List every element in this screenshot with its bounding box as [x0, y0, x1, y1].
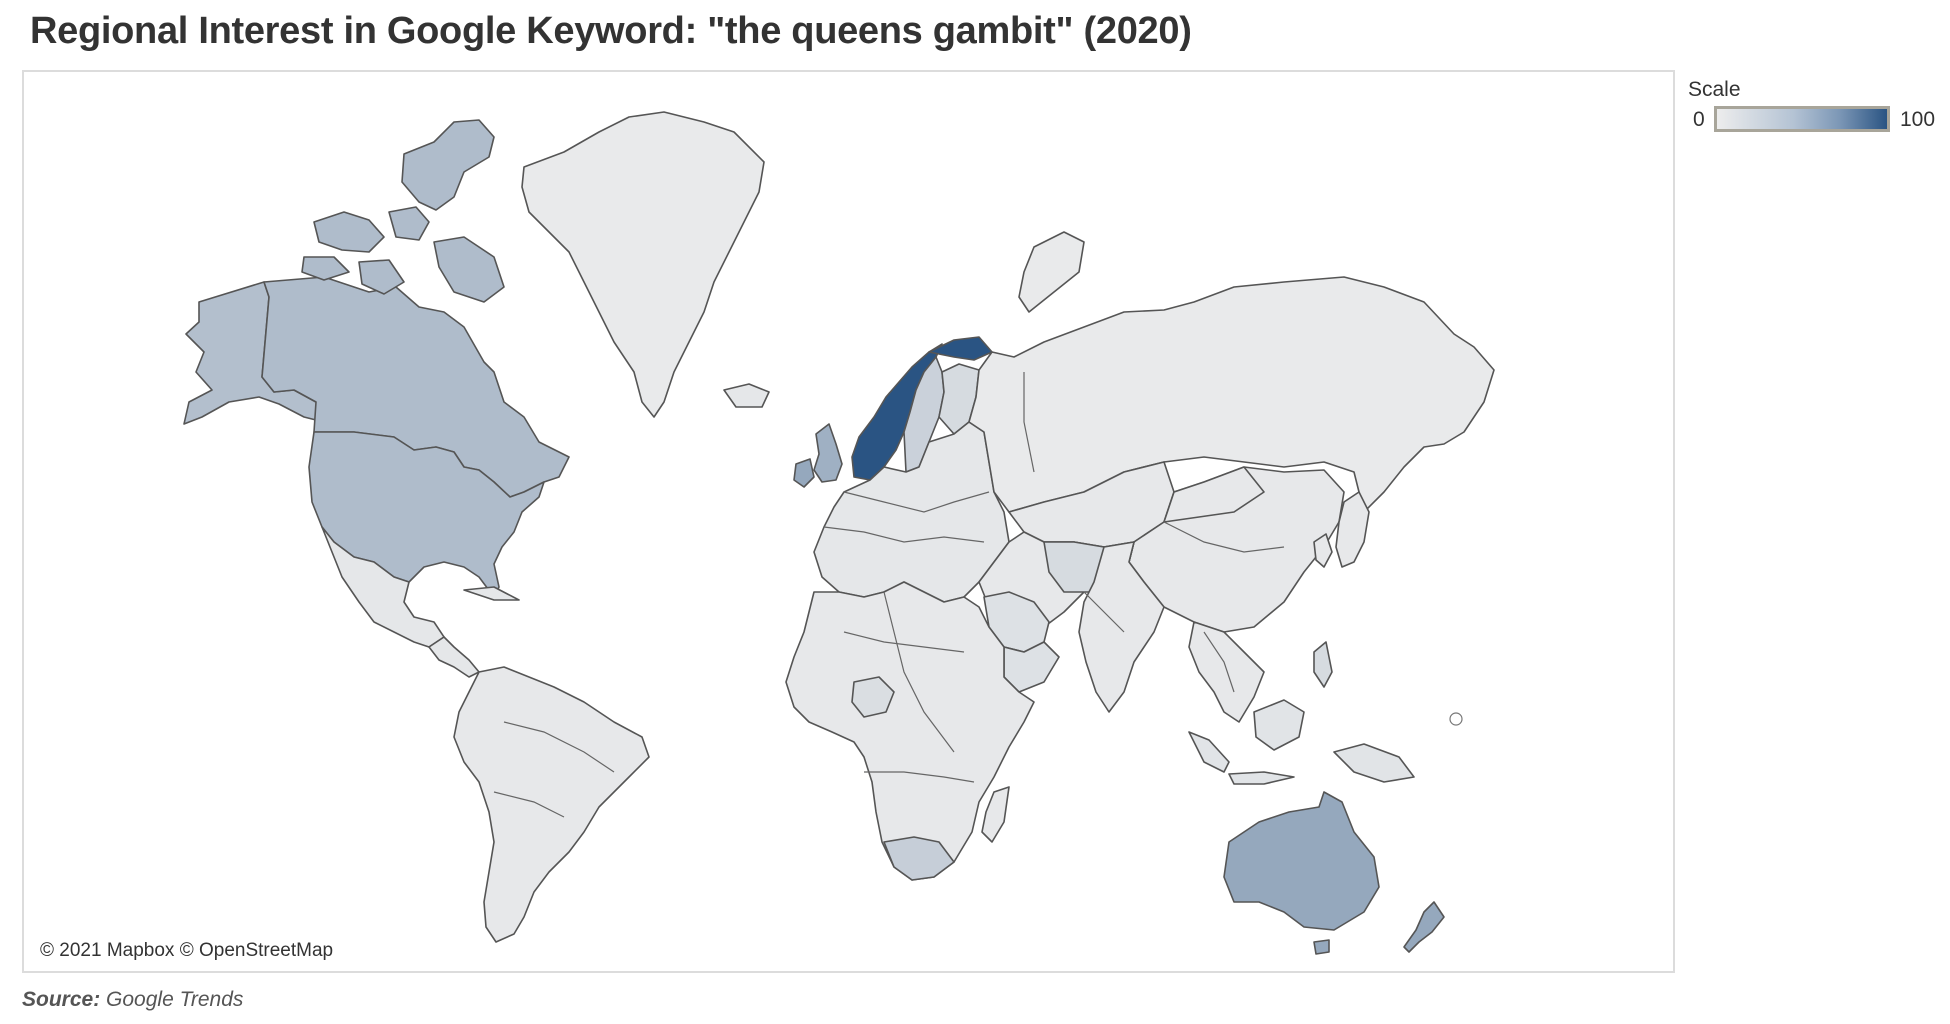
map-frame[interactable]: © 2021 Mapbox © OpenStreetMap — [22, 70, 1675, 973]
region-canadaArctic4[interactable] — [301, 256, 350, 281]
region-russiaIsle[interactable] — [1018, 231, 1085, 313]
region-ireland[interactable] — [793, 458, 815, 488]
region-mexico[interactable] — [321, 526, 445, 648]
border-line — [864, 771, 975, 783]
map-regions — [183, 111, 1495, 955]
border-line — [1023, 372, 1035, 473]
border-line — [493, 791, 565, 818]
region-africa[interactable] — [785, 581, 1035, 881]
region-uk[interactable] — [813, 423, 843, 483]
border-line — [843, 491, 990, 513]
region-india[interactable] — [1078, 541, 1165, 713]
region-japan[interactable] — [1335, 491, 1370, 568]
border-line — [843, 631, 965, 653]
border-line — [503, 721, 615, 773]
region-canadaArctic2[interactable] — [313, 211, 385, 253]
page-title: Regional Interest in Google Keyword: "th… — [30, 10, 1192, 52]
region-seAsia[interactable] — [1188, 621, 1265, 723]
region-australia[interactable] — [1223, 791, 1380, 931]
source-text: Google Trends — [106, 988, 244, 1011]
region-newGuinea[interactable] — [1333, 743, 1415, 783]
region-philippines[interactable] — [1313, 641, 1333, 688]
region-newzealand[interactable] — [1403, 901, 1445, 953]
region-nigeria[interactable] — [851, 676, 895, 718]
legend-title: Scale — [1688, 78, 1741, 101]
map-attribution[interactable]: © 2021 Mapbox © OpenStreetMap — [32, 937, 342, 965]
region-canadaArctic1[interactable] — [401, 119, 495, 211]
region-iceland[interactable] — [723, 383, 770, 408]
region-greenland[interactable] — [521, 111, 765, 418]
region-mongolia[interactable] — [1163, 466, 1265, 523]
region-cuba[interactable] — [463, 586, 520, 601]
border-line — [1083, 591, 1125, 633]
map-marker[interactable] — [1449, 712, 1463, 726]
border-line — [883, 591, 955, 753]
region-centralAm[interactable] — [428, 636, 480, 678]
region-canadaArctic5[interactable] — [433, 236, 505, 303]
source-label: Source: — [22, 988, 101, 1011]
region-southafrica[interactable] — [883, 836, 955, 881]
region-canadaArctic6[interactable] — [358, 259, 405, 295]
source-note: Source: Google Trends — [22, 988, 243, 1012]
legend-max-label: 100 — [1900, 108, 1936, 131]
region-borneo[interactable] — [1253, 699, 1305, 751]
region-canadaArctic3[interactable] — [388, 206, 430, 241]
region-korea[interactable] — [1313, 533, 1333, 568]
region-java[interactable] — [1228, 771, 1295, 785]
border-line — [1203, 631, 1235, 693]
world-map[interactable] — [24, 72, 1673, 971]
map-borders — [493, 372, 1285, 818]
legend-color-scale — [1714, 106, 1890, 132]
border-line — [1163, 521, 1285, 553]
region-norwayNorth[interactable] — [928, 336, 993, 361]
legend-min-label: 0 — [1693, 108, 1705, 131]
border-line — [823, 526, 985, 543]
region-sumatra[interactable] — [1188, 731, 1230, 773]
region-southamerica[interactable] — [453, 666, 650, 943]
region-madagascar[interactable] — [981, 786, 1010, 843]
region-tasmania[interactable] — [1313, 939, 1330, 955]
